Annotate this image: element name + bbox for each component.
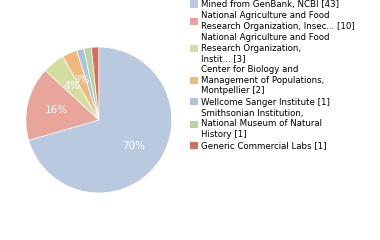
Text: 3%: 3% xyxy=(73,75,90,85)
Wedge shape xyxy=(26,71,99,140)
Wedge shape xyxy=(77,48,99,120)
Legend: Mined from GenBank, NCBI [43], National Agriculture and Food
Research Organizati: Mined from GenBank, NCBI [43], National … xyxy=(190,0,355,150)
Wedge shape xyxy=(29,47,172,193)
Text: 70%: 70% xyxy=(122,141,145,151)
Wedge shape xyxy=(84,48,99,120)
Wedge shape xyxy=(91,47,99,120)
Text: 4%: 4% xyxy=(63,81,80,91)
Text: 16%: 16% xyxy=(44,105,68,115)
Wedge shape xyxy=(45,56,99,120)
Wedge shape xyxy=(63,50,99,120)
